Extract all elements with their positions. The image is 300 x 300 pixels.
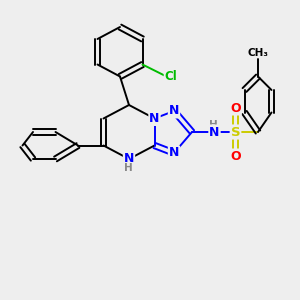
Text: O: O xyxy=(230,101,241,115)
Text: N: N xyxy=(209,125,220,139)
Text: CH₃: CH₃ xyxy=(248,47,268,58)
Text: O: O xyxy=(230,149,241,163)
Text: S: S xyxy=(231,125,240,139)
Text: N: N xyxy=(124,152,134,166)
Text: N: N xyxy=(169,146,179,160)
Text: N: N xyxy=(169,104,179,118)
Text: N: N xyxy=(149,112,160,125)
Text: H: H xyxy=(124,163,133,173)
Text: Cl: Cl xyxy=(165,70,177,83)
Text: H: H xyxy=(208,119,217,130)
